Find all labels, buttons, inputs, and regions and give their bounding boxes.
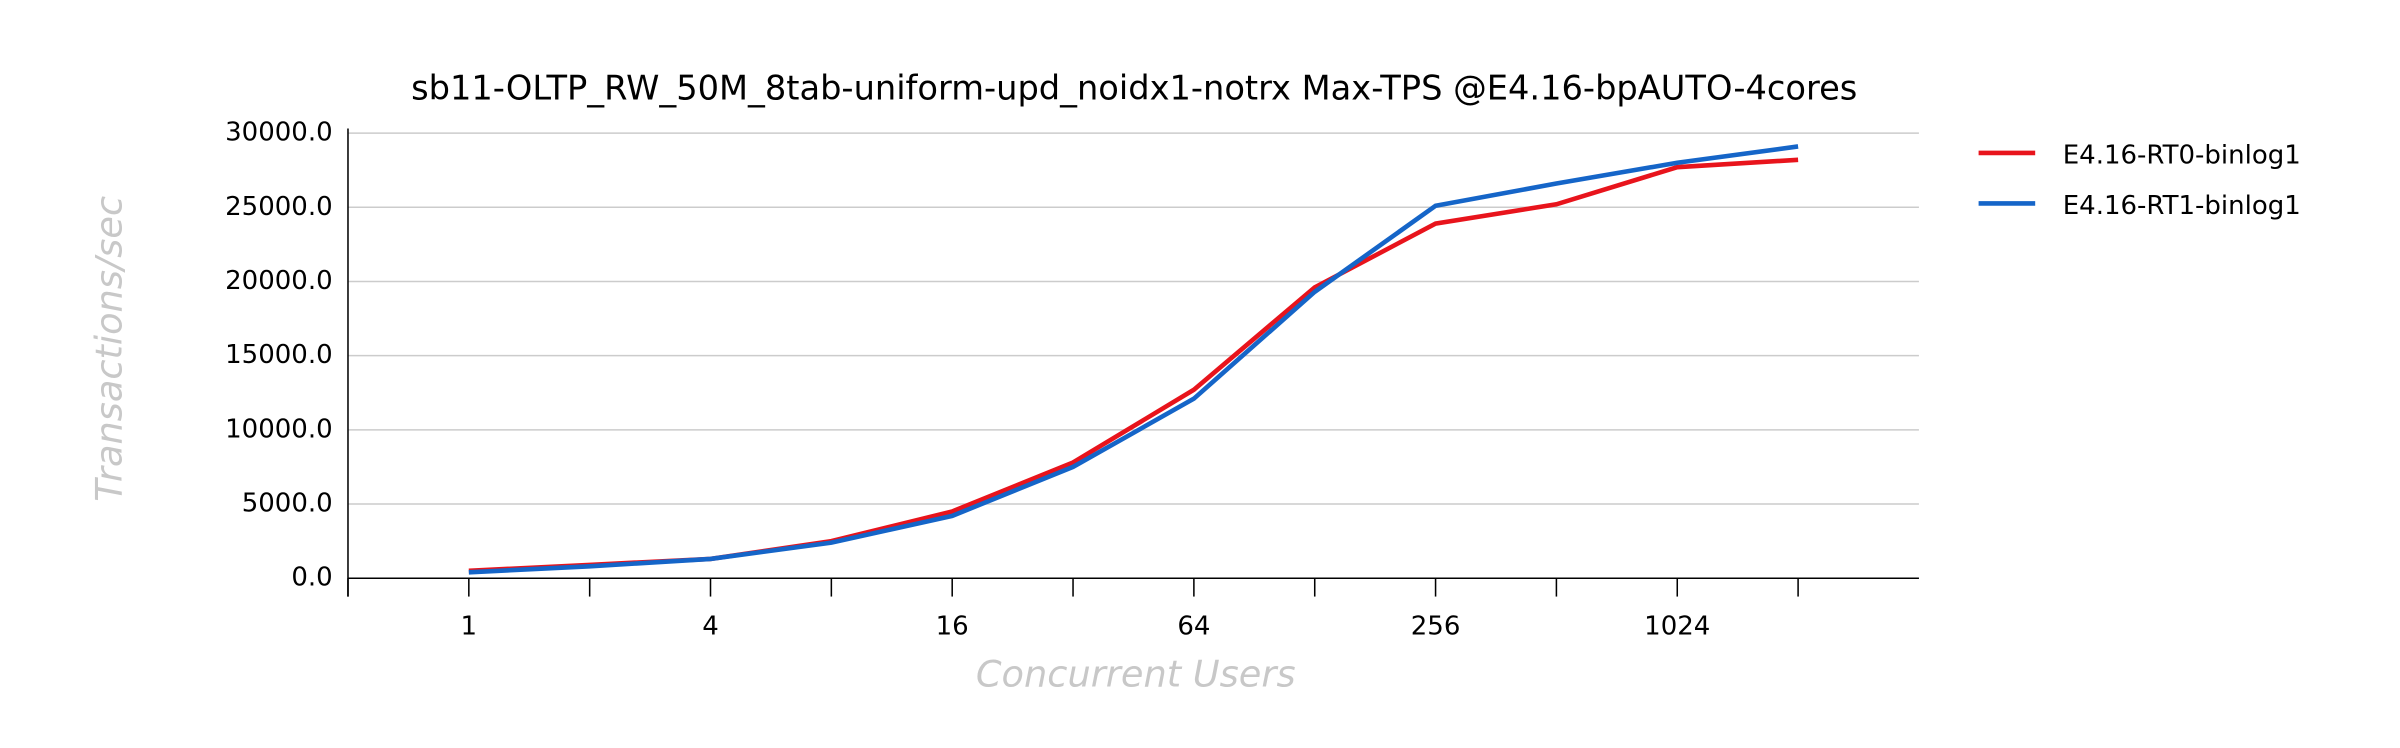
x-tick-label: 64 [1177,612,1210,642]
x-tick-label: 1 [461,612,478,642]
legend-label: E4.16-RT1-binlog1 [2063,191,2301,221]
x-tick-label: 1024 [1644,612,1710,642]
y-tick-label: 30000.0 [225,118,333,148]
x-axis-title: Concurrent Users [976,653,1296,696]
chart-title: sb11-OLTP_RW_50M_8tab-uniform-upd_noidx1… [411,69,1857,108]
y-tick-label: 10000.0 [225,414,333,444]
y-tick-label: 0.0 [291,563,332,593]
y-tick-label: 20000.0 [225,266,333,296]
y-tick-label: 15000.0 [225,340,333,370]
x-tick-label: 4 [702,612,719,642]
y-tick-label: 25000.0 [225,192,333,222]
series-line [468,144,1799,575]
legend-label: E4.16-RT0-binlog1 [2063,141,2301,171]
x-tick-label: 256 [1411,612,1461,642]
y-tick-label: 5000.0 [242,489,333,519]
y-axis-title: Transactions/sec [87,196,130,502]
series-line [468,157,1799,574]
x-tick-label: 16 [936,612,969,642]
